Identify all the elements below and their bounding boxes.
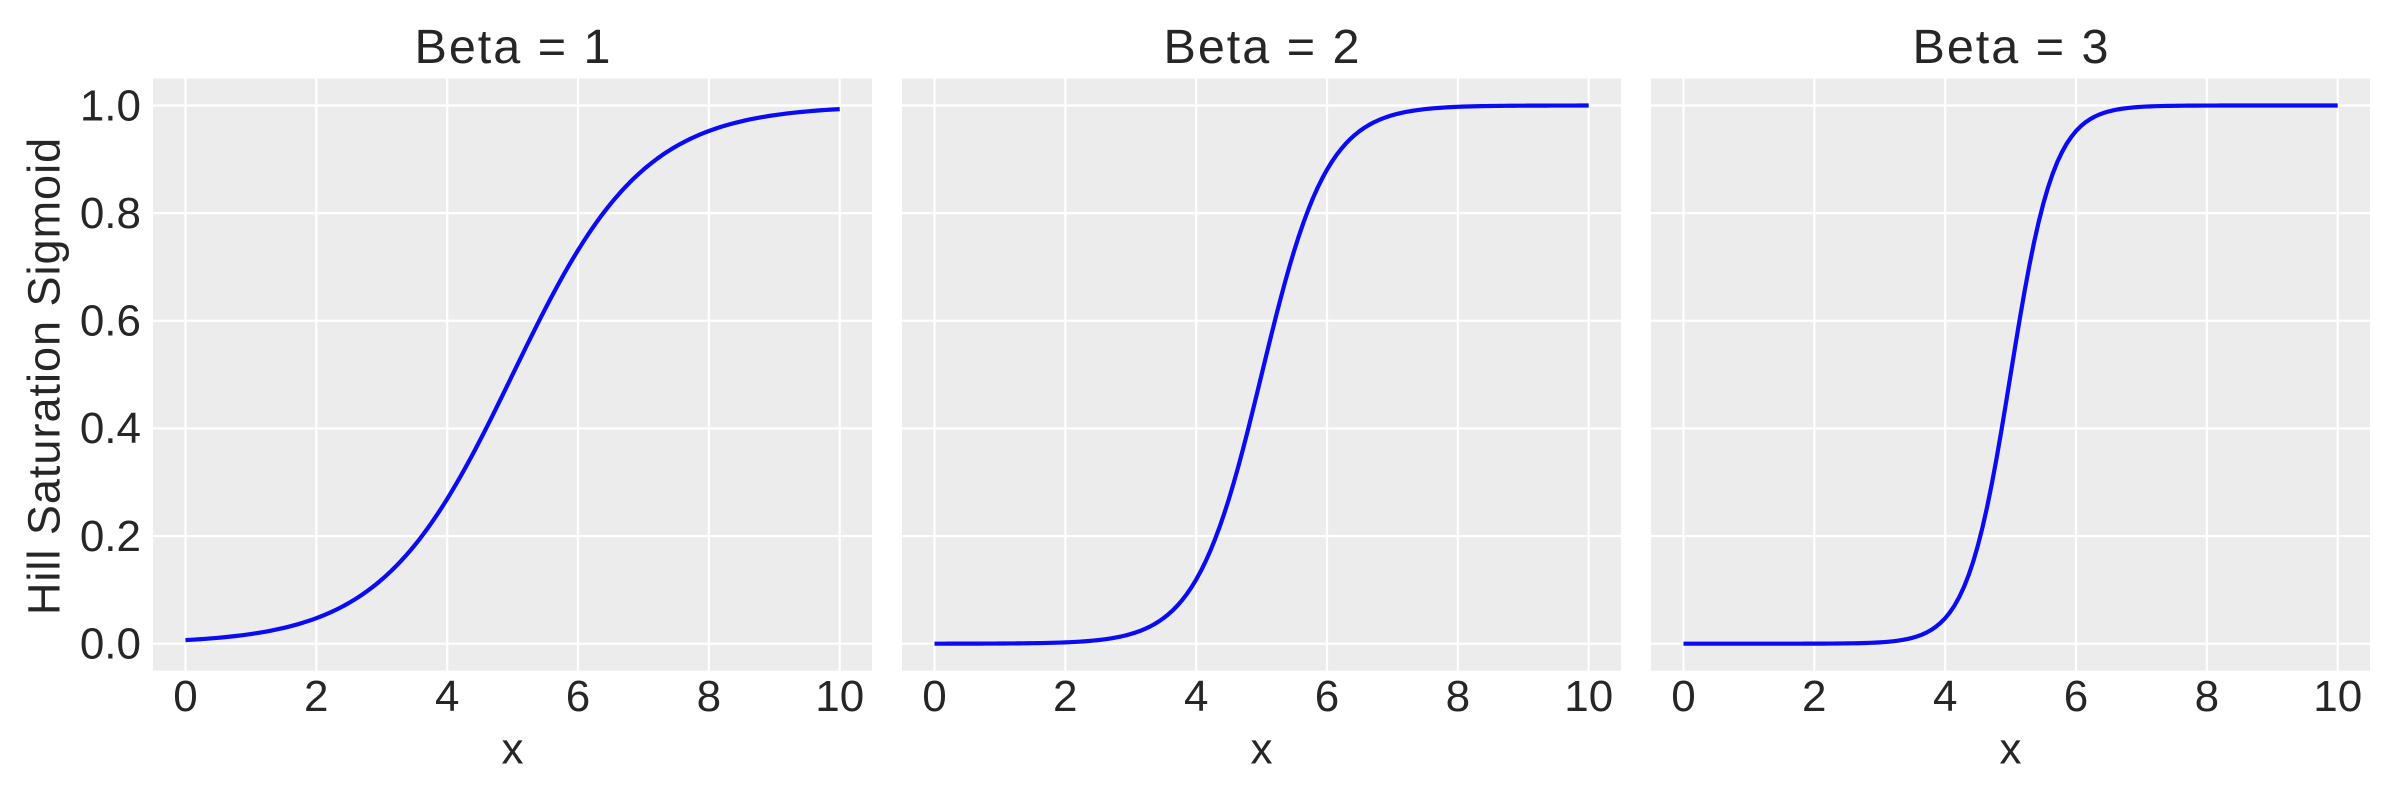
svg-text:6: 6 <box>2064 672 2088 721</box>
svg-text:10: 10 <box>2313 672 2362 721</box>
svg-text:x: x <box>2000 725 2022 774</box>
svg-text:0.0: 0.0 <box>80 620 141 669</box>
svg-text:0.6: 0.6 <box>80 297 141 346</box>
svg-text:x: x <box>502 725 524 774</box>
svg-text:x: x <box>1251 725 1273 774</box>
svg-text:10: 10 <box>815 672 864 721</box>
svg-text:Beta = 1: Beta = 1 <box>414 20 612 74</box>
svg-text:4: 4 <box>1933 672 1957 721</box>
svg-text:6: 6 <box>1315 672 1339 721</box>
svg-text:2: 2 <box>304 672 328 721</box>
svg-text:6: 6 <box>566 672 590 721</box>
svg-text:8: 8 <box>1446 672 1470 721</box>
svg-text:0: 0 <box>1671 672 1695 721</box>
svg-text:1.0: 1.0 <box>80 81 141 130</box>
svg-text:4: 4 <box>435 672 459 721</box>
svg-text:2: 2 <box>1802 672 1826 721</box>
svg-text:Hill Saturation Sigmoid: Hill Saturation Sigmoid <box>19 137 70 615</box>
svg-text:8: 8 <box>2195 672 2219 721</box>
svg-text:10: 10 <box>1564 672 1613 721</box>
svg-text:0.2: 0.2 <box>80 512 141 561</box>
svg-text:8: 8 <box>697 672 721 721</box>
svg-text:4: 4 <box>1184 672 1208 721</box>
svg-text:0: 0 <box>922 672 946 721</box>
svg-text:Beta = 2: Beta = 2 <box>1163 20 1361 74</box>
svg-text:Beta = 3: Beta = 3 <box>1912 20 2110 74</box>
svg-text:0: 0 <box>173 672 197 721</box>
svg-text:2: 2 <box>1053 672 1077 721</box>
svg-text:0.8: 0.8 <box>80 189 141 238</box>
svg-text:0.4: 0.4 <box>80 404 141 453</box>
